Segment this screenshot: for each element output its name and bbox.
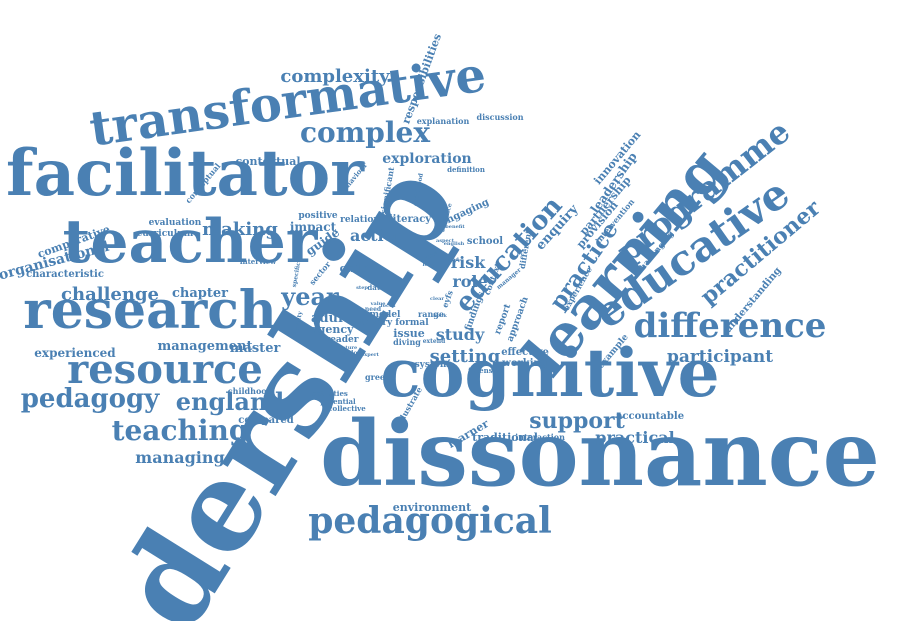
cloud-word-english: english	[444, 241, 465, 247]
cloud-word-action: action	[350, 226, 406, 245]
cloud-word-dissonance: dissonance	[320, 401, 880, 507]
cloud-word-diving: diving	[393, 337, 421, 347]
cloud-word-potential: potential	[320, 397, 356, 406]
cloud-word-complex: complex	[300, 116, 430, 149]
cloud-word-compared: compared	[238, 415, 293, 426]
cloud-word-explanation: explanation	[417, 116, 470, 126]
cloud-word-activities: activities	[312, 389, 348, 398]
cloud-word-pedagogy: pedagogy	[21, 384, 160, 414]
cloud-word-collective: collective	[328, 404, 366, 413]
cloud-word-research: research	[23, 280, 276, 341]
cloud-word-agency: agency	[311, 323, 355, 336]
cloud-word-complexity: complexity	[280, 66, 390, 87]
cloud-word-cognitive: cognitive	[380, 334, 719, 412]
cloud-word-characteristic: characteristic	[26, 269, 104, 280]
cloud-word-aspect: aspect	[436, 238, 455, 244]
cloud-word-level: level	[422, 262, 435, 268]
cloud-word-interaction: interaction	[515, 432, 565, 442]
cloud-word-risk: risk	[451, 253, 487, 272]
cloud-word-system: system	[415, 360, 450, 370]
cloud-word-accountable: accountable	[616, 411, 684, 422]
cloud-word-adult: adult	[311, 311, 349, 326]
cloud-word-exploration: exploration	[382, 151, 471, 167]
cloud-word-school: school	[467, 236, 503, 247]
cloud-word-book: book	[433, 313, 447, 319]
cloud-word-master: master	[230, 341, 281, 356]
cloud-word-resource: resource	[67, 346, 263, 393]
cloud-word-intensive: intensive	[468, 366, 504, 375]
cloud-word-specific: specific	[291, 261, 302, 288]
cloud-word-focus: focus	[381, 303, 396, 309]
cloud-word-variety: variety	[293, 310, 304, 335]
cloud-word-curriculum: curriculum	[137, 229, 194, 239]
cloud-word-relation: relation	[340, 215, 380, 225]
cloud-word-making: making	[202, 219, 278, 240]
cloud-word-discussion: discussion	[476, 112, 523, 122]
cloud-word-benefit: benefit	[445, 224, 465, 230]
cloud-word-expert: expert	[361, 352, 379, 358]
cloud-word-clear: clear	[430, 296, 444, 302]
cloud-word-theory: theory	[360, 318, 393, 328]
cloud-word-contextual: contextual	[235, 155, 300, 168]
cloud-word-value: value	[370, 301, 386, 307]
cloud-word-participant: participant	[667, 347, 773, 367]
cloud-word-good: good	[445, 257, 459, 263]
cloud-word-experienced: experienced	[34, 346, 116, 360]
cloud-word-model: model	[370, 310, 402, 320]
cloud-word-traditional: traditional	[472, 431, 538, 444]
cloud-word-evaluation: evaluation	[149, 218, 202, 228]
cloud-word-effective: effective	[501, 347, 549, 358]
cloud-word-working: working	[501, 358, 548, 369]
cloud-word-managing: managing	[135, 448, 224, 467]
cloud-word-pedagogical: pedagogical	[308, 500, 552, 542]
cloud-word-environment: environment	[393, 501, 472, 514]
cloud-word-extend: extend	[423, 338, 446, 345]
cloud-word-literacy: literacy	[389, 214, 432, 225]
cloud-word-definition: definition	[447, 165, 485, 174]
cloud-word-facilitator: facilitator	[6, 136, 365, 211]
cloud-word-chapter: chapter	[172, 286, 228, 301]
cloud-word-issue: issue	[393, 327, 425, 340]
word-cloud-words: leadershipdissonancecognitivefacilitator…	[0, 32, 880, 621]
cloud-word-interview: interview	[240, 257, 277, 266]
cloud-word-management: management	[158, 339, 253, 354]
cloud-word-reader: reader	[325, 335, 358, 345]
cloud-word-formal: formal	[395, 318, 429, 328]
cloud-word-positive: positive	[298, 211, 338, 221]
cloud-word-practical: practical	[595, 428, 674, 447]
cloud-word-range: range	[418, 309, 444, 319]
cloud-word-teaching: teaching	[112, 414, 249, 447]
cloud-word-feature: feature	[337, 345, 357, 351]
cloud-word-greece: greece	[365, 372, 395, 382]
cloud-word-need: need	[365, 306, 382, 313]
cloud-word-childhood: childhood	[228, 386, 273, 396]
cloud-word-year: year	[280, 282, 339, 311]
cloud-word-impact: impact	[290, 220, 337, 234]
cloud-word-challenge: challenge	[61, 284, 159, 305]
cloud-word-study: study	[436, 325, 485, 344]
cloud-word-role: role	[452, 272, 487, 291]
cloud-word-step: step	[356, 285, 368, 291]
cloud-word-data: data	[367, 283, 385, 292]
cloud-word-setting: setting	[430, 346, 501, 367]
cloud-word-explore: explore	[340, 350, 365, 357]
cloud-word-child: child	[340, 262, 371, 275]
cloud-word-england: england	[176, 387, 285, 416]
cloud-word-teacher: teacher	[63, 207, 319, 277]
cloud-word-difference: difference	[634, 306, 827, 346]
cloud-word-support: support	[529, 408, 625, 434]
